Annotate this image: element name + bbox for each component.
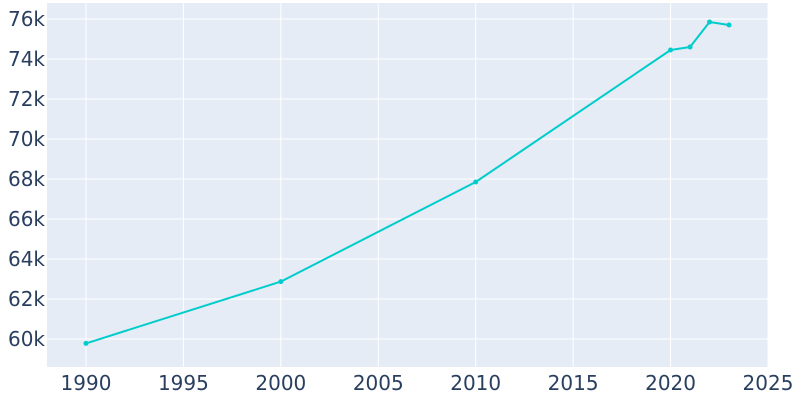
y-tick-label-66k: 66k	[8, 207, 45, 231]
x-tick-label-2005: 2005	[353, 371, 404, 395]
data-series	[83, 19, 732, 346]
data-point-2021	[687, 44, 693, 50]
plot-background	[47, 3, 768, 367]
x-tick-label-2000: 2000	[255, 371, 306, 395]
data-point-2022	[707, 19, 713, 25]
x-tick-label-2010: 2010	[450, 371, 501, 395]
y-tick-label-62k: 62k	[8, 287, 45, 311]
data-point-2010	[473, 179, 479, 185]
data-point-2023	[726, 22, 732, 28]
data-point-1990	[83, 340, 89, 346]
y-axis-tick-labels: 60k 62k 64k 66k 68k 70k 72k 74k 76k	[8, 7, 45, 351]
y-tick-label-70k: 70k	[8, 127, 45, 151]
x-tick-label-2025: 2025	[743, 371, 794, 395]
x-tick-label-1990: 1990	[61, 371, 112, 395]
y-tick-label-60k: 60k	[8, 327, 45, 351]
data-point-2020	[668, 47, 674, 53]
y-tick-label-68k: 68k	[8, 167, 45, 191]
y-tick-label-76k: 76k	[8, 7, 45, 31]
x-gridlines	[85, 3, 769, 367]
data-point-2000	[278, 279, 284, 285]
y-tick-label-72k: 72k	[8, 87, 45, 111]
y-gridlines	[47, 18, 768, 340]
x-tick-label-2015: 2015	[548, 371, 599, 395]
x-axis-tick-labels: 1990 1995 2000 2005 2010 2015 2020 2025	[61, 371, 794, 395]
y-tick-label-64k: 64k	[8, 247, 45, 271]
x-tick-label-2020: 2020	[645, 371, 696, 395]
y-tick-label-74k: 74k	[8, 47, 45, 71]
x-tick-label-1995: 1995	[158, 371, 209, 395]
